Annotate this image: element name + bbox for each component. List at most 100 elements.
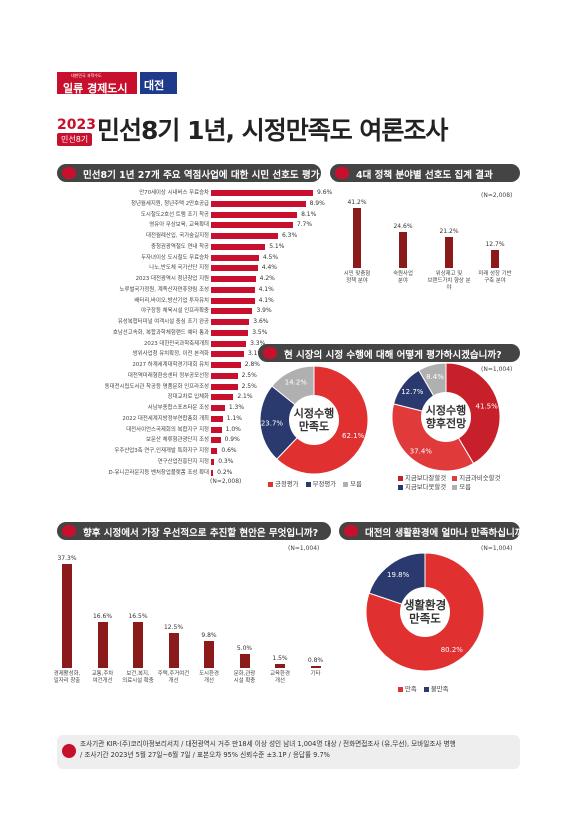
- term-badge: 민선8기: [57, 133, 93, 146]
- column-category: 경제활성화, 일자리 창출: [53, 671, 81, 684]
- list-row: 2022 대전세계지방정부연합총회 개최 1.1%: [60, 414, 320, 424]
- list-row-value: 8.1%: [301, 210, 317, 218]
- list-row-bar: [211, 394, 234, 401]
- list-row: 2023 대전광역시 청년창업 지원 4.2%: [60, 274, 320, 284]
- list-row-value: 7.7%: [296, 221, 313, 229]
- column-category: 주택,주거여건 개선: [157, 671, 190, 684]
- list-row-value: 0.9%: [224, 436, 240, 444]
- section2-sample-note: (N=2,008): [481, 192, 513, 199]
- list-row-value: 1.0%: [225, 425, 241, 433]
- list-row-value: 0.6%: [221, 447, 237, 454]
- column-bar: [168, 633, 179, 668]
- section3-sample-note: (N=1,004): [481, 366, 513, 373]
- list-row-bar: [211, 448, 218, 454]
- pie-center: [289, 395, 339, 445]
- column-category: 문화,관광 시설 확충: [233, 671, 256, 684]
- list-row-label: 나노,반도체 국가산단 지정: [149, 265, 209, 272]
- city-logo: 대한민국 과학수도 일류 경제도시 대전: [57, 72, 177, 95]
- list-row: 대전역미래형환승센터 정부공모선정 2.5%: [60, 371, 320, 381]
- pie3-legend: 만족 불만족: [398, 684, 448, 693]
- list-row: 노루벌국가정원, 계족산자연휴양림 조성 4.1%: [60, 285, 320, 295]
- column-category: 미래 성장 기반 구축 분야: [478, 271, 512, 284]
- column-bar: [97, 621, 108, 668]
- pie-center-label: 향후전망: [426, 416, 466, 430]
- survey-info-box: [57, 735, 520, 769]
- list-row-bar: [211, 308, 253, 315]
- list-row-label: 충청권광역철도 연내 착공: [151, 243, 209, 250]
- list-row-label: 대전월례산입, 국가숲길지정: [146, 233, 209, 239]
- list-row-value: 3.6%: [253, 318, 269, 325]
- list-row-label: 청년월세지원, 청년주택 2만호공급: [130, 200, 209, 207]
- column-value: 24.6%: [393, 223, 413, 231]
- list-row-label: 연구산업진흥단지 지정: [157, 458, 209, 465]
- list-row-bar: [211, 286, 255, 293]
- section3-header: 현 시장의 시정 수행에 대해 어떻게 평가하시겠습니까?: [258, 344, 520, 362]
- pie-slice: [445, 362, 501, 465]
- list-row-bar: [211, 297, 255, 304]
- list-row: 방위사업청 유치확정, 이전 본격화 3.1%: [60, 349, 320, 359]
- list-row-label: 2022 대전세계지방정부연합총회 개최: [122, 415, 209, 422]
- list-row-bar: [211, 265, 258, 272]
- list-row-bar: [211, 437, 221, 444]
- list-row-value: 1.3%: [228, 404, 245, 411]
- list-row: D-유니콘라운지등 벤처창업플랫폼 조성 확대 0.2%: [60, 468, 320, 478]
- list-row: 보문산 체류형관광단지 조성 0.9%: [60, 435, 320, 445]
- list-row: 야구장등 체육시설 인프라확충 3.9%: [60, 306, 320, 316]
- pie2-legend: 지금보다잘할것 지금과비슷할것 지금보다못할것 모름: [398, 474, 500, 492]
- list-row-value: 8.9%: [309, 199, 325, 207]
- column-value: 12.5%: [163, 624, 184, 632]
- list-row: 나노,반도체 국가산단 지정 4.4%: [60, 263, 320, 273]
- list-row-value: 4.5%: [262, 253, 279, 261]
- list-row-value: 3.3%: [250, 339, 266, 347]
- section4-header: 향후 시정에서 가장 우선적으로 추진할 현안은 무엇입니까?: [57, 522, 331, 540]
- column-value: 37.3%: [57, 555, 77, 562]
- pie-slice-label: 14.2%: [285, 379, 308, 387]
- list-row-bar: [211, 383, 238, 390]
- list-row-label: 우주산업3축 연구,인재개발 특화지구 지정: [114, 448, 209, 454]
- list-row: 유성복합터미널 여객시설 중심 조기 완공 3.6%: [60, 317, 320, 327]
- list-row-label: 동대전시립도서관 착공등 명품문화 인프라조성: [104, 383, 209, 390]
- pie-slice-label: 12.7%: [401, 388, 424, 396]
- pie-center-label: 만족도: [299, 419, 329, 433]
- section4-sample-note: (N=1,004): [288, 545, 320, 552]
- column-bar: [399, 232, 407, 268]
- column-bar: [275, 663, 285, 668]
- list-row: 대전월례산입, 국가숲길지정 6.3%: [60, 231, 320, 241]
- column-category: 도시환경 개선: [199, 671, 219, 684]
- list-row-bar: [211, 190, 313, 196]
- column-bar: [491, 249, 499, 268]
- pie-center-label: 시정수행: [294, 406, 334, 420]
- list-row: 도시철도2호선 트램 조기 착공 8.1%: [60, 210, 320, 220]
- column-value: 41.2%: [347, 199, 367, 206]
- column-category: 교통,주차 여건개선: [91, 671, 114, 684]
- list-row: 안70세이상 시내버스 무료승차 9.6%: [60, 188, 332, 198]
- pie-center: [400, 587, 450, 637]
- section5-header: 대전의 생활환경에 얼마나 만족하십니까?: [339, 522, 529, 540]
- pie-center: [421, 392, 471, 442]
- list-row-value: 0.3%: [218, 457, 234, 465]
- section2-header: 4대 정책 분야별 선호도 집계 결과: [330, 164, 520, 182]
- list-row-label: 안70세이상 시내버스 무료승차: [139, 190, 209, 196]
- list-row-value: 4.4%: [261, 264, 277, 272]
- pie-slice: [259, 385, 315, 460]
- list-row-bar: [211, 415, 223, 422]
- list-row-label: D-유니콘라운지등 벤처창업플랫폼 조성 확대: [108, 469, 209, 476]
- list-row-value: 2.1%: [237, 393, 253, 401]
- column-value: 1.5%: [272, 654, 288, 662]
- pie-slice-label: 19.8%: [387, 571, 410, 579]
- list-row-label: 2023 대전광역시 청년창업 지원: [135, 276, 209, 282]
- list-row-value: 5.1%: [269, 242, 285, 250]
- column-value: 12.7%: [485, 240, 505, 248]
- list-row: 장대교차로 입체화 2.1%: [60, 392, 320, 402]
- pie-slice-label: 37.4%: [410, 447, 433, 455]
- list-row-label: 대전역미래형환승센터 정부공모선정: [127, 372, 209, 379]
- list-row-value: 4.2%: [259, 275, 275, 282]
- list-row-value: 3.5%: [252, 328, 268, 336]
- list-row-value: 9.6%: [317, 189, 333, 196]
- list-row-value: 4.1%: [258, 296, 274, 304]
- column-bar: [133, 621, 143, 668]
- pie-slice: [365, 552, 485, 672]
- info-icon: [62, 744, 76, 758]
- list-row-value: 1.1%: [226, 414, 242, 422]
